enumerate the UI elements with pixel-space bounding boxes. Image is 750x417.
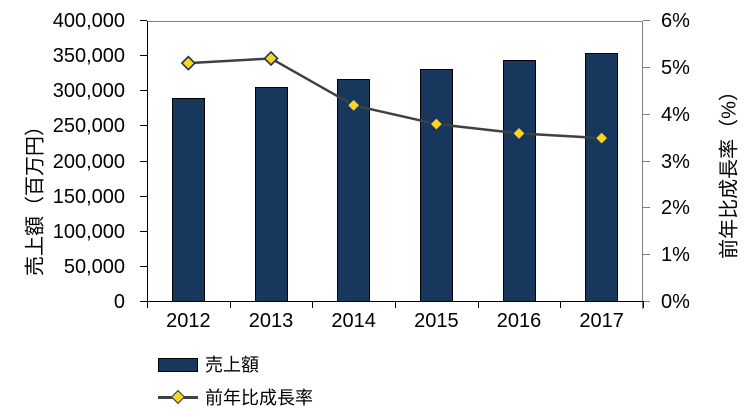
left-axis-tick [140,265,147,267]
right-axis-tick-label: 0% [661,291,690,313]
x-axis-tick [560,301,562,308]
x-axis-tick [229,301,231,308]
left-axis-tick [140,20,147,21]
growth-marker-2016 [511,125,527,142]
growth-marker-2014 [346,97,362,113]
left-axis-tick-label: 100,000 [52,220,125,243]
growth-marker-2015 [428,116,444,132]
left-axis-tick [140,90,147,92]
x-axis-label-2016: 2016 [496,310,542,332]
legend-diamond-icon [170,389,186,405]
right-axis-tick-label: 4% [661,103,690,126]
left-axis-tick-label: 50,000 [63,255,125,278]
right-axis-tick-label: 6% [661,10,690,32]
x-axis-label-2017: 2017 [579,310,624,332]
right-axis-tick [643,301,650,302]
legend-label-growth: 前年比成長率 [205,388,313,408]
left-axis-tick-label: 0 [113,291,125,313]
left-axis-tick [140,55,147,57]
right-axis-tick-label: 1% [661,244,690,267]
bar-2017 [585,52,619,302]
x-axis-label-2014: 2014 [331,310,376,332]
x-axis-tick [643,301,644,308]
bar-2015 [419,69,453,302]
left-axis-line [147,21,148,302]
left-axis-tick [140,125,147,127]
bar-2016 [502,60,536,302]
right-axis-tick [643,160,650,162]
right-axis-tick-label: 2% [661,197,690,220]
bar-2014 [337,78,371,302]
x-axis-label-2012: 2012 [166,310,211,332]
x-axis-tick [147,301,148,308]
growth-marker-2017 [594,130,610,146]
x-axis-label-2015: 2015 [414,310,459,332]
right-axis-title: 前年比成長率（%） [718,81,741,259]
right-axis-tick-label: 3% [661,150,690,173]
right-axis-tick [643,20,650,21]
bar-2013 [254,87,288,302]
growth-line [188,57,602,140]
left-axis-tick-label: 200,000 [52,150,125,173]
legend-label-sales: 売上額 [205,355,259,375]
left-axis-tick-label: 300,000 [52,80,125,103]
left-axis-tick [140,160,147,162]
x-axis-tick [395,301,396,308]
right-axis-tick [643,207,650,209]
right-axis-tick [643,66,650,68]
growth-marker-2013 [263,50,279,67]
left-axis-tick-label: 250,000 [52,115,125,138]
growth-marker-2012 [180,55,196,71]
left-axis-tick [140,230,147,232]
x-axis-label-2013: 2013 [248,310,294,332]
top-gridline [147,21,643,22]
right-axis-tick [643,113,650,115]
right-axis-line [642,21,643,309]
x-axis-tick [312,301,314,308]
legend-bar-swatch-icon [158,358,198,372]
left-axis-tick-label: 150,000 [52,185,125,208]
plot-area [147,21,643,309]
x-axis-tick [477,301,479,308]
growth-line-layer [180,50,610,146]
left-axis-tick [140,195,147,197]
left-axis-tick-label: 350,000 [52,45,125,68]
right-axis-tick [643,254,650,256]
bar-2012 [171,97,205,302]
left-axis-tick-label: 400,000 [52,10,125,32]
right-axis-tick-label: 5% [661,56,690,79]
left-axis-tick [140,301,147,302]
